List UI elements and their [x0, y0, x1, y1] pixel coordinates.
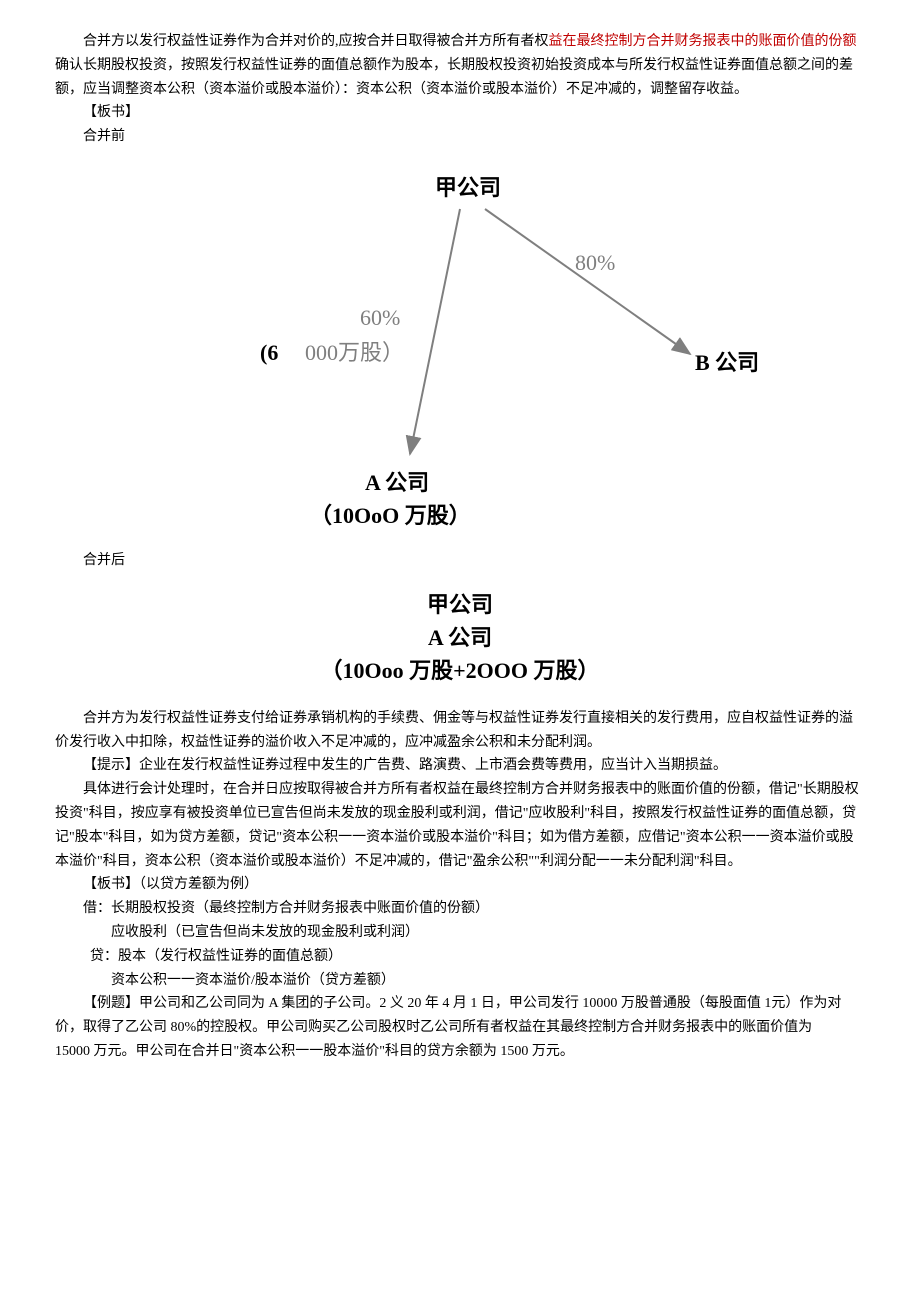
- diag-right-label: B 公司: [695, 344, 759, 381]
- diag-bottom-shares: （10OoO 万股）: [310, 497, 471, 534]
- diag-bottom-label: A 公司: [365, 464, 429, 501]
- paragraph-6: 15000 万元。甲公司在合并日"资本公积一一股本溢价"科目的贷方余额为 150…: [55, 1040, 865, 1064]
- merger-diagram-before: 甲公司 60% (6 000万股） 80% B 公司 A 公司 （10OoO 万…: [55, 159, 865, 539]
- journal-entry-3: 贷：股本（发行权益性证券的面值总额）: [55, 945, 865, 969]
- p1-highlight: 益在最终控制方合并财务报表中的账面价值的份额: [549, 34, 857, 49]
- before-merge-label: 合并前: [55, 125, 865, 149]
- diag-left-shares-suffix: 000万股）: [305, 334, 404, 371]
- paragraph-3: 【提示】企业在发行权益性证券过程中发生的广告费、路演费、上市酒会费等费用，应当计…: [55, 754, 865, 778]
- after-merge-label: 合并后: [55, 549, 865, 573]
- journal-entry-4: 资本公积一一资本溢价/股本溢价（贷方差额）: [55, 969, 865, 993]
- journal-entry-1: 借：长期股权投资（最终控制方合并财务报表中账面价值的份额）: [55, 897, 865, 921]
- paragraph-4: 具体进行会计处理时，在合并日应按取得被合并方所有者权益在最终控制方合并财务报表中…: [55, 778, 865, 873]
- center-line2: A 公司: [55, 621, 865, 654]
- journal-entry-2: 应收股利（已宣告但尚未发放的现金股利或利润）: [55, 921, 865, 945]
- diag-top-label: 甲公司: [435, 169, 501, 206]
- merger-diagram-after: 甲公司 A 公司 （10Ooo 万股+2OOO 万股）: [55, 588, 865, 687]
- center-line3: （10Ooo 万股+2OOO 万股）: [55, 654, 865, 687]
- paragraph-2: 合并方为发行权益性证券支付给证券承销机构的手续费、佣金等与权益性证券发行直接相关…: [55, 707, 865, 755]
- p1-part2: 确认长期股权投资，按照发行权益性证券的面值总额作为股本，长期股权投资初始投资成本…: [55, 58, 853, 97]
- paragraph-5: 【例题】甲公司和乙公司同为 A 集团的子公司。2 义 20 年 4 月 1 日，…: [55, 992, 865, 1040]
- center-line1: 甲公司: [55, 588, 865, 621]
- diag-left-pct: 60%: [360, 299, 400, 336]
- diag-left-shares-prefix: (6: [260, 334, 278, 371]
- board-label-2: 【板书】（以贷方差额为例）: [55, 873, 865, 897]
- p1-part1: 合并方以发行权益性证券作为合并对价的,应按合并日取得被合并方所有者权: [83, 34, 549, 49]
- board-label-1: 【板书】: [55, 101, 865, 125]
- paragraph-1: 合并方以发行权益性证券作为合并对价的,应按合并日取得被合并方所有者权益在最终控制…: [55, 30, 865, 101]
- diag-right-pct: 80%: [575, 244, 615, 281]
